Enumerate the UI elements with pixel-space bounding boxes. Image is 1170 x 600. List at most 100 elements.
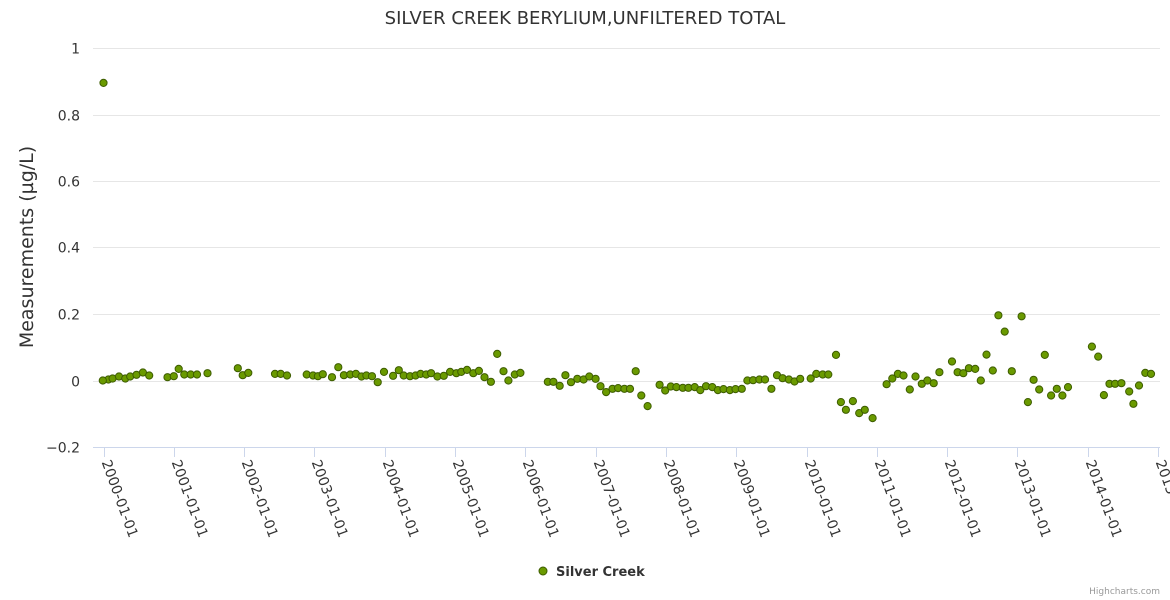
data-point[interactable] (935, 368, 944, 377)
data-point[interactable] (841, 405, 851, 414)
data-point[interactable] (655, 380, 664, 389)
data-point[interactable] (486, 377, 495, 386)
data-point[interactable] (994, 311, 1003, 320)
legend[interactable]: Silver Creek (538, 565, 645, 580)
data-point[interactable] (244, 368, 253, 377)
data-point[interactable] (643, 402, 652, 411)
data-point[interactable] (796, 374, 805, 383)
legend-marker[interactable] (538, 566, 548, 576)
data-point[interactable] (929, 379, 938, 388)
data-point[interactable] (549, 377, 558, 386)
data-point[interactable] (1063, 383, 1073, 392)
x-tick-label: 2015-0 (1152, 458, 1170, 510)
data-point[interactable] (174, 364, 183, 373)
data-point[interactable] (233, 364, 242, 373)
data-point[interactable] (1052, 384, 1061, 393)
data-point[interactable] (905, 385, 914, 394)
data-point[interactable] (971, 364, 980, 373)
data-point[interactable] (848, 397, 858, 406)
data-point[interactable] (982, 350, 991, 359)
data-point[interactable] (1129, 399, 1138, 408)
data-point[interactable] (1094, 352, 1103, 361)
data-point[interactable] (566, 378, 576, 387)
data-point[interactable] (591, 374, 600, 383)
data-point[interactable] (1000, 327, 1009, 336)
data-point[interactable] (836, 398, 846, 407)
data-point[interactable] (379, 367, 389, 376)
data-point[interactable] (882, 380, 891, 389)
data-point[interactable] (767, 384, 776, 393)
data-point[interactable] (602, 388, 611, 397)
data-point[interactable] (555, 381, 564, 390)
data-point[interactable] (637, 391, 646, 400)
data-point[interactable] (988, 366, 997, 375)
data-point[interactable] (631, 367, 640, 376)
data-point[interactable] (427, 369, 436, 378)
data-point[interactable] (394, 366, 403, 375)
data-point[interactable] (318, 370, 327, 379)
data-point[interactable] (98, 376, 107, 385)
data-point[interactable] (1058, 391, 1067, 400)
data-point[interactable] (439, 371, 448, 380)
credits-link[interactable]: Highcharts.com (1089, 587, 1160, 597)
data-point[interactable] (888, 374, 897, 383)
data-point[interactable] (625, 384, 635, 393)
data-point[interactable] (1017, 312, 1026, 321)
data-point[interactable] (327, 373, 337, 382)
data-point[interactable] (1134, 381, 1144, 390)
data-point[interactable] (696, 386, 705, 395)
data-point[interactable] (499, 367, 508, 376)
data-point[interactable] (1029, 375, 1038, 384)
data-point[interactable] (1146, 369, 1156, 378)
data-point[interactable] (367, 372, 377, 381)
data-point[interactable] (516, 368, 525, 377)
y-tick-label: 0.6 (58, 175, 80, 191)
data-point[interactable] (1087, 342, 1097, 351)
data-point[interactable] (1125, 387, 1134, 396)
data-point[interactable] (192, 370, 202, 379)
x-tick-label: 2005-01-01 (449, 458, 492, 540)
data-point[interactable] (561, 371, 570, 380)
data-point[interactable] (737, 384, 746, 393)
data-point[interactable] (493, 349, 502, 358)
data-point[interactable] (806, 374, 815, 383)
data-point[interactable] (824, 370, 833, 379)
data-point[interactable] (480, 373, 489, 382)
data-point[interactable] (831, 350, 841, 359)
data-point[interactable] (389, 371, 398, 380)
data-point[interactable] (760, 375, 770, 384)
data-point[interactable] (976, 376, 985, 385)
data-point[interactable] (959, 369, 968, 378)
data-point[interactable] (169, 372, 178, 381)
data-point[interactable] (1047, 391, 1056, 400)
data-point[interactable] (1099, 391, 1109, 400)
data-point[interactable] (145, 371, 154, 380)
data-point[interactable] (373, 378, 382, 387)
data-point[interactable] (1040, 350, 1049, 359)
data-point[interactable] (860, 405, 869, 414)
data-point[interactable] (334, 363, 343, 372)
series-silver-creek (98, 78, 1156, 423)
data-point[interactable] (504, 376, 513, 385)
data-point[interactable] (1007, 367, 1016, 376)
data-point[interactable] (1117, 379, 1126, 388)
data-point[interactable] (462, 365, 472, 374)
data-point[interactable] (99, 78, 108, 88)
x-tick-label: 2003-01-01 (308, 458, 351, 540)
data-point[interactable] (947, 357, 957, 366)
data-point[interactable] (661, 386, 670, 395)
data-point[interactable] (282, 371, 292, 380)
data-point[interactable] (911, 372, 920, 381)
data-point[interactable] (203, 369, 212, 378)
legend-label[interactable]: Silver Creek (556, 565, 645, 580)
data-point[interactable] (596, 382, 605, 391)
data-point[interactable] (868, 414, 877, 423)
data-point[interactable] (1023, 398, 1033, 407)
y-axis: 1 0.8 0.6 0.4 0.2 0 −0.2 (46, 42, 80, 457)
y-tick-label: 1 (71, 42, 80, 58)
data-point[interactable] (899, 371, 908, 380)
data-point[interactable] (474, 366, 483, 375)
data-point[interactable] (1035, 385, 1044, 394)
